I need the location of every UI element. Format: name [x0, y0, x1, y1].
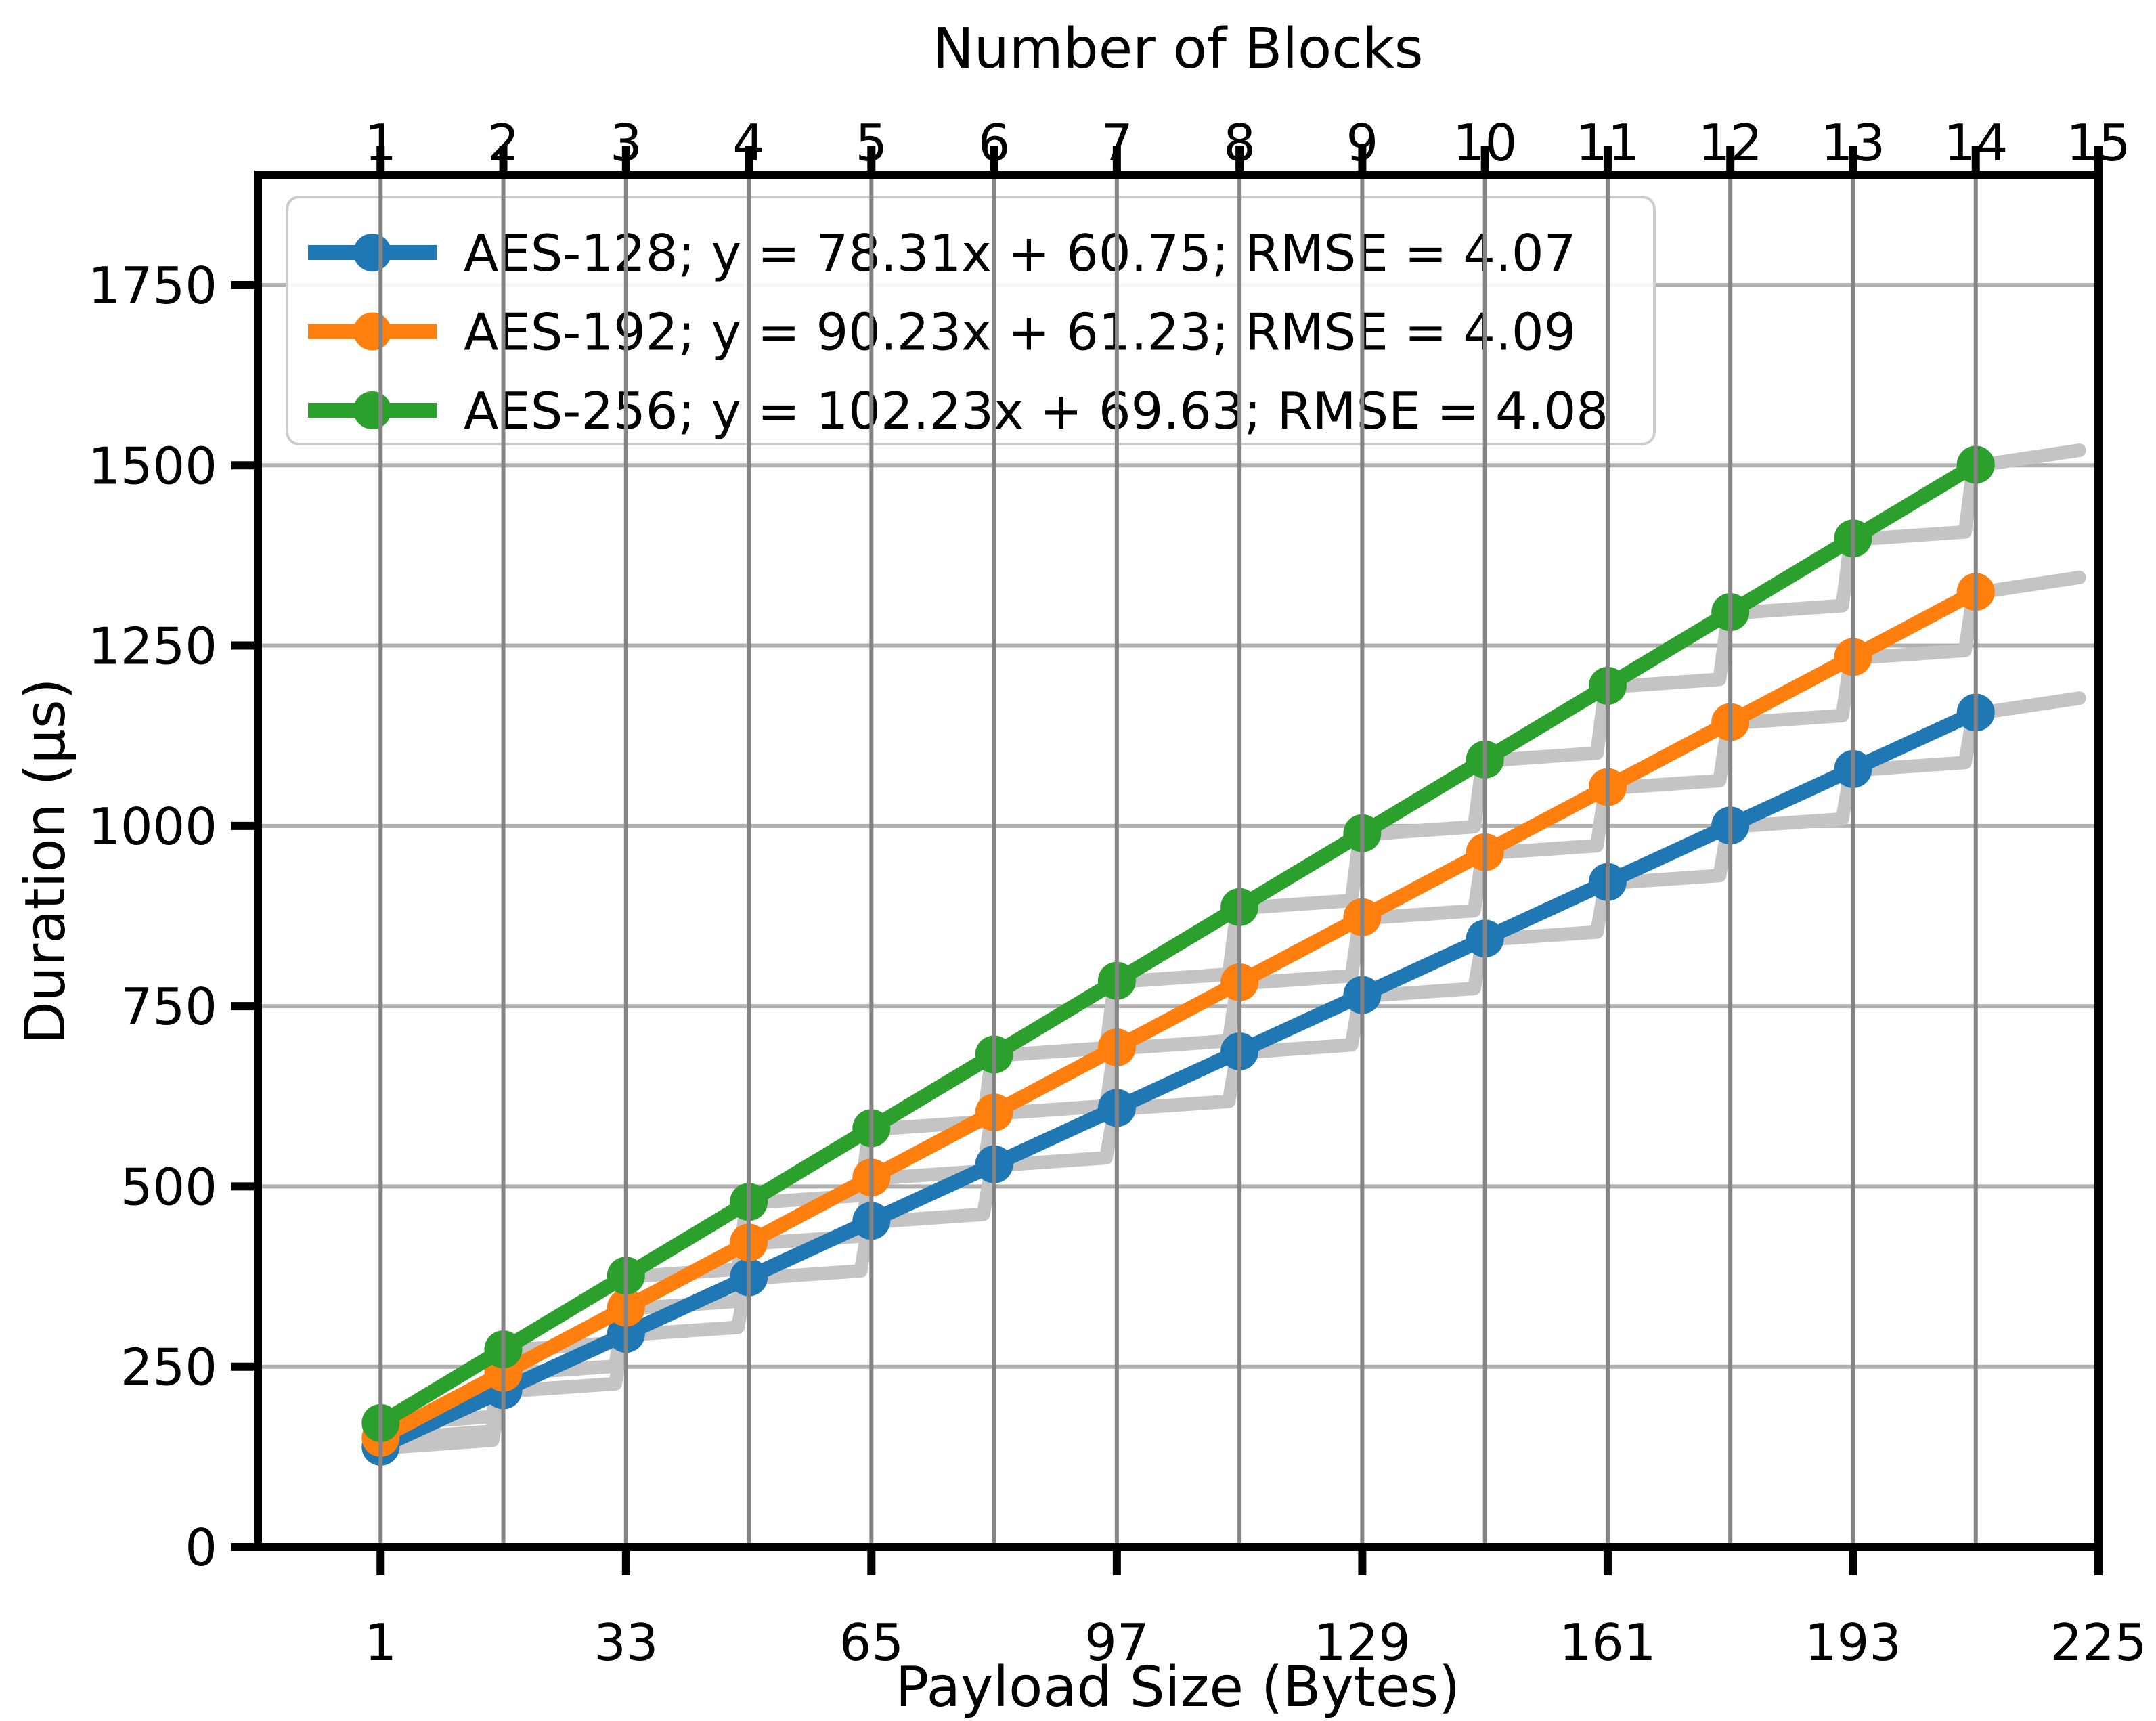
- top-tick-label: 11: [1575, 113, 1640, 173]
- x-tick-label: 161: [1559, 1613, 1656, 1672]
- legend-label-aes128: AES-128; y = 78.31x + 60.75; RMSE = 4.07: [464, 223, 1576, 283]
- y-tick-label: 1750: [88, 256, 217, 315]
- staircase-aes128: [374, 691, 2086, 1455]
- x-tick-label: 65: [839, 1613, 904, 1672]
- top-axis-title: Number of Blocks: [932, 17, 1423, 81]
- legend-sample-marker-aes256: [353, 391, 391, 429]
- top-tick-label: 12: [1698, 113, 1762, 173]
- legend-label-aes256: AES-256; y = 102.23x + 69.63; RMSE = 4.0…: [464, 381, 1608, 441]
- x-axis-title: Payload Size (Bytes): [896, 1655, 1460, 1718]
- top-tick-label: 15: [2066, 113, 2130, 173]
- top-tick-label: 9: [1346, 113, 1379, 173]
- y-tick-label: 1250: [88, 617, 217, 676]
- top-tick-label: 1: [364, 113, 397, 173]
- legend-sample-marker-aes192: [353, 312, 391, 351]
- legend-box: [286, 196, 1656, 445]
- top-tick-label: 14: [1943, 113, 2008, 173]
- y-tick-label: 500: [120, 1157, 217, 1217]
- legend-entry-aes256: AES-256; y = 102.23x + 69.63; RMSE = 4.0…: [308, 381, 1608, 441]
- top-tick-label: 13: [1821, 113, 1885, 173]
- y-tick-label: 750: [120, 977, 217, 1037]
- legend: AES-128; y = 78.31x + 60.75; RMSE = 4.07…: [286, 196, 1656, 445]
- top-tick-label: 10: [1453, 113, 1517, 173]
- x-tick-label: 129: [1314, 1613, 1411, 1672]
- fit-line-aes256: [376, 458, 1980, 1430]
- data-series: [361, 445, 1995, 1466]
- top-tick-label: 5: [855, 113, 887, 173]
- x-tick-label: 1: [364, 1613, 397, 1672]
- legend-sample-marker-aes128: [353, 234, 391, 271]
- top-tick-label: 4: [732, 113, 765, 173]
- top-tick-label: 3: [610, 113, 642, 173]
- y-tick-label: 250: [120, 1338, 217, 1397]
- y-tick-label: 0: [185, 1518, 217, 1577]
- axes-spines-ticks: [231, 146, 2103, 1575]
- y-tick-label: 1500: [88, 436, 217, 496]
- x-tick-label: 33: [594, 1613, 658, 1672]
- plot-border: [254, 171, 2103, 1551]
- y-axis-title: Duration (µs): [14, 678, 78, 1044]
- x-tick-label: 193: [1805, 1613, 1901, 1672]
- top-tick-label: 7: [1101, 113, 1133, 173]
- legend-entry-aes192: AES-192; y = 90.23x + 61.23; RMSE = 4.09: [308, 303, 1576, 362]
- x-tick-label: 97: [1084, 1613, 1149, 1672]
- top-tick-label: 8: [1223, 113, 1256, 173]
- legend-label-aes192: AES-192; y = 90.23x + 61.23; RMSE = 4.09: [464, 303, 1576, 362]
- fit-line-aes128: [377, 705, 1979, 1454]
- fit-line-aes192: [377, 585, 1979, 1445]
- x-tick-label: 225: [2050, 1613, 2147, 1672]
- y-tick-label: 1000: [88, 797, 217, 856]
- top-tick-label: 2: [487, 113, 520, 173]
- top-tick-label: 6: [978, 113, 1011, 173]
- legend-entry-aes128: AES-128; y = 78.31x + 60.75; RMSE = 4.07: [308, 223, 1576, 283]
